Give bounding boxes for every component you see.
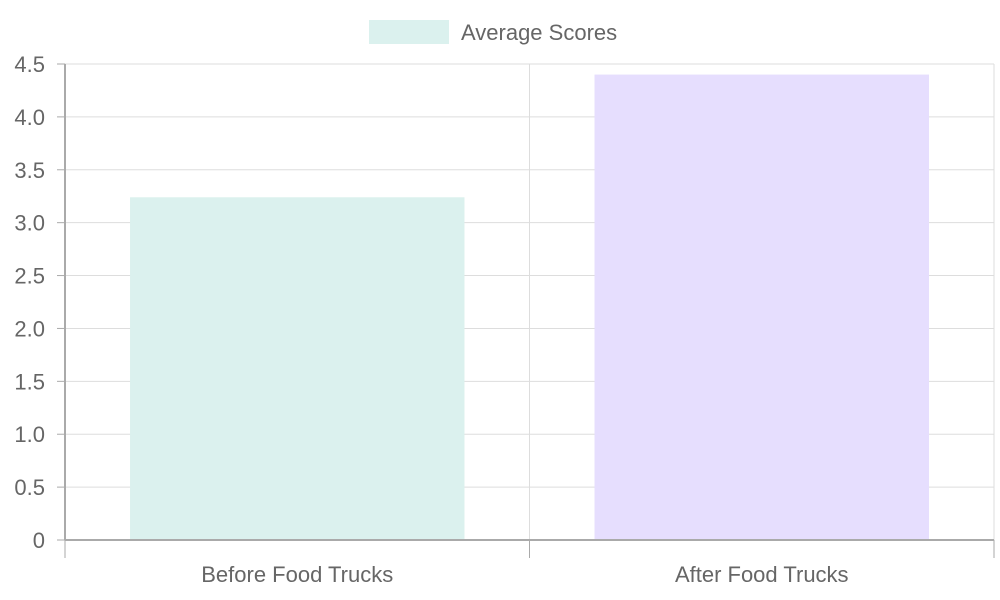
- y-tick-label: 2.5: [14, 264, 45, 289]
- y-tick-label: 2.0: [14, 316, 45, 341]
- y-tick-label: 1.0: [14, 422, 45, 447]
- y-tick-label: 0: [33, 528, 45, 553]
- y-tick-label: 3.0: [14, 211, 45, 236]
- legend-label[interactable]: Average Scores: [461, 20, 617, 45]
- y-tick-label: 4.0: [14, 105, 45, 130]
- legend-swatch[interactable]: [369, 20, 449, 44]
- legend[interactable]: Average Scores: [369, 20, 617, 45]
- bars: [130, 74, 929, 541]
- y-axis: 0 0.5 1.0 1.5 2.0 2.5 3.0 3.5 4.0 4.5: [14, 52, 66, 553]
- y-tick-label: 1.5: [14, 369, 45, 394]
- x-axis: Before Food Trucks After Food Trucks: [64, 539, 995, 587]
- bar-after-food-trucks[interactable]: [594, 74, 929, 541]
- y-tick-label: 4.5: [14, 52, 45, 77]
- y-tick-label: 0.5: [14, 475, 45, 500]
- y-tick-label: 3.5: [14, 158, 45, 183]
- x-tick-label: After Food Trucks: [675, 562, 849, 587]
- bar-before-food-trucks[interactable]: [130, 197, 465, 540]
- x-tick-label: Before Food Trucks: [201, 562, 393, 587]
